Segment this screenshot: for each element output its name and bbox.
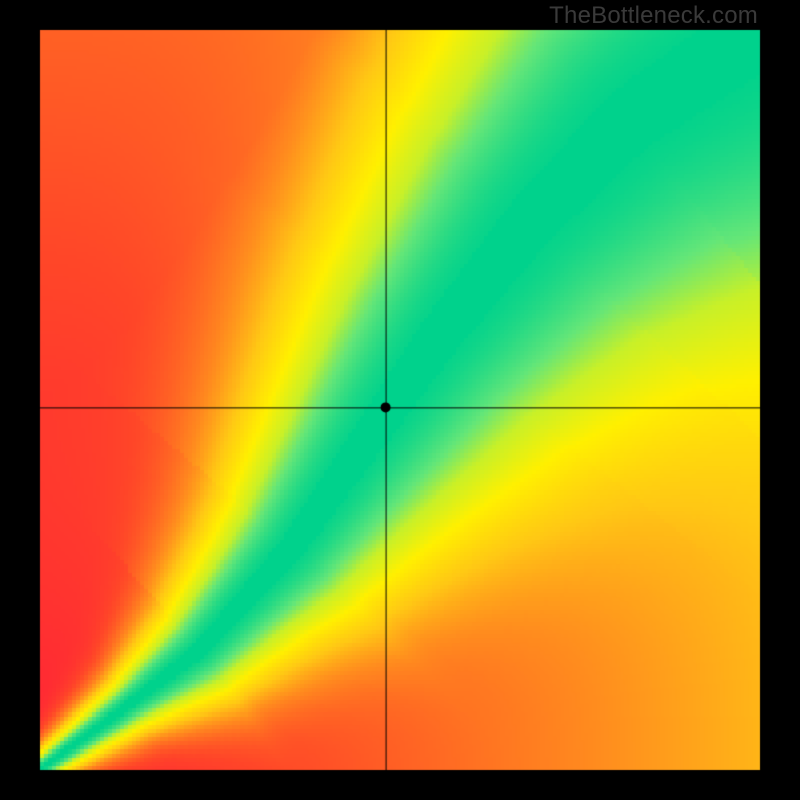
bottleneck-heatmap-canvas [0,0,800,800]
chart-container: TheBottleneck.com [0,0,800,800]
watermark-text: TheBottleneck.com [549,2,758,30]
